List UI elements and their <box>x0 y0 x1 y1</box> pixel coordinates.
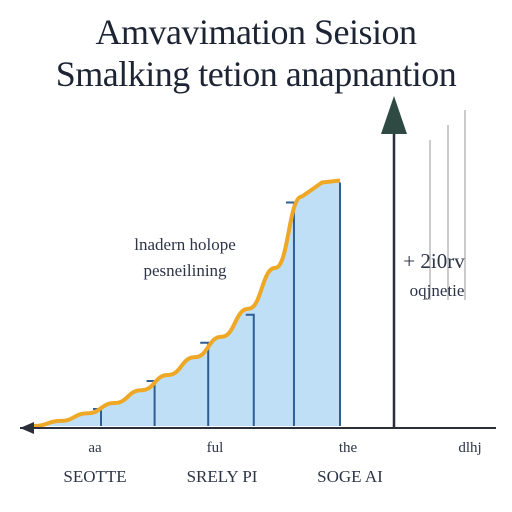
tick-label-bottom-3: SOGE AI <box>317 467 383 486</box>
chart-title-line1: Amvavimation Seision <box>95 12 417 52</box>
curve-group <box>33 178 341 428</box>
tick-label-top-1: aa <box>88 440 102 456</box>
area-fill <box>34 180 340 426</box>
annotation-left-line1: lnadern holope <box>134 235 236 254</box>
tick-label-top-4: dlhj <box>458 440 481 456</box>
annotation-left-line2: pesneilining <box>143 261 227 280</box>
area-fill-group <box>34 180 340 426</box>
chart-title-line2: Smalking tetion anapnantion <box>55 54 457 94</box>
tick-label-top-2: ful <box>207 440 224 456</box>
x-axis-arrow-icon <box>20 422 34 434</box>
bar-line <box>245 313 255 426</box>
y-axis-arrow-icon <box>381 96 407 134</box>
tick-label-bottom-2: SRELY PI <box>187 467 258 486</box>
annotation-right-line2: oqjnetie <box>410 281 465 300</box>
curve-line <box>33 178 341 428</box>
annotation-right-line1: + 2i0rv <box>403 249 465 273</box>
tick-label-bottom-1: SEOTTE <box>63 467 126 486</box>
tick-label-top-3: the <box>339 440 358 456</box>
bar-line <box>200 341 210 426</box>
